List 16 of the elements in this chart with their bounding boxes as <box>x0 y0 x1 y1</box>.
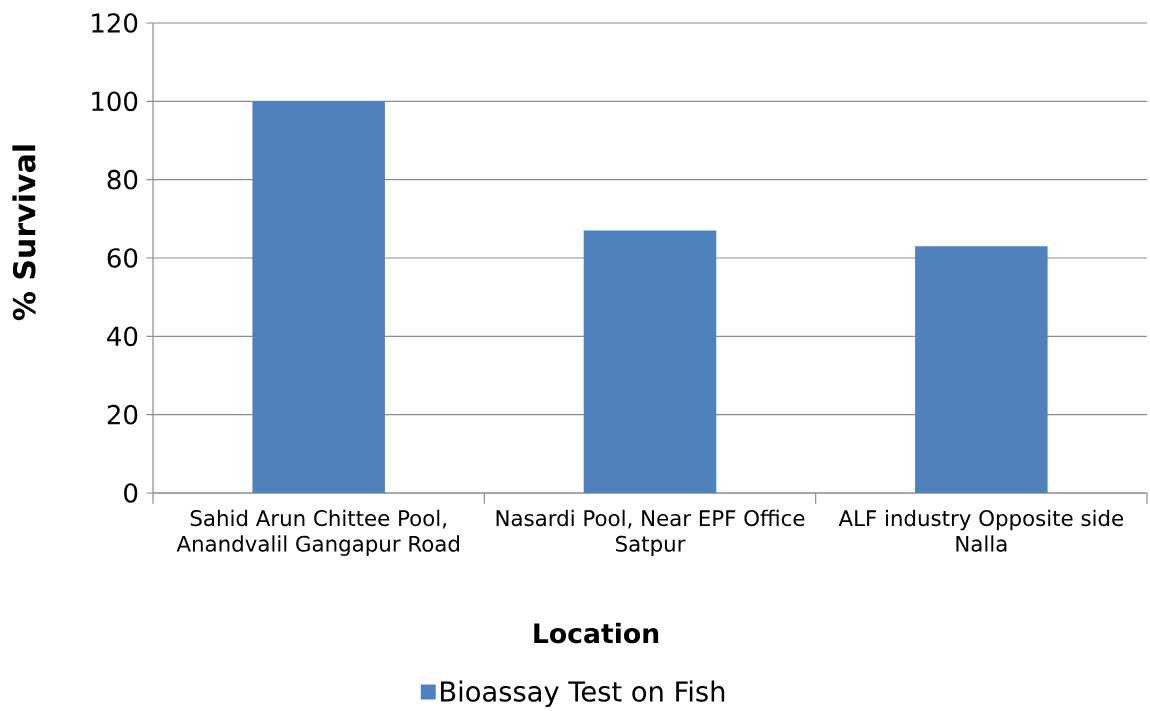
y-axis-title: % Survival <box>12 145 36 321</box>
bar <box>583 230 717 493</box>
y-tick-label: 40 <box>107 326 138 347</box>
y-tick-label: 100 <box>92 91 138 112</box>
x-tick-label: Nasardi Pool, Near EPF Office Satpur <box>496 509 805 556</box>
y-tick-label: 80 <box>107 169 138 190</box>
y-tick-label: 20 <box>107 404 138 425</box>
y-tick-label: 120 <box>92 13 138 33</box>
bar <box>915 246 1048 493</box>
y-tick-label: 60 <box>107 248 138 268</box>
x-axis-title: Location <box>534 622 659 644</box>
legend-label: Bioassay Test on Fish <box>441 680 725 708</box>
x-tick-label: ALF industry Opposite side Nalla <box>838 509 1124 552</box>
y-tick-label: 0 <box>124 483 138 503</box>
x-tick-label: Sahid Arun Chittee Pool, Anandvalil Gangapur Road <box>176 509 460 556</box>
bar <box>252 101 385 493</box>
